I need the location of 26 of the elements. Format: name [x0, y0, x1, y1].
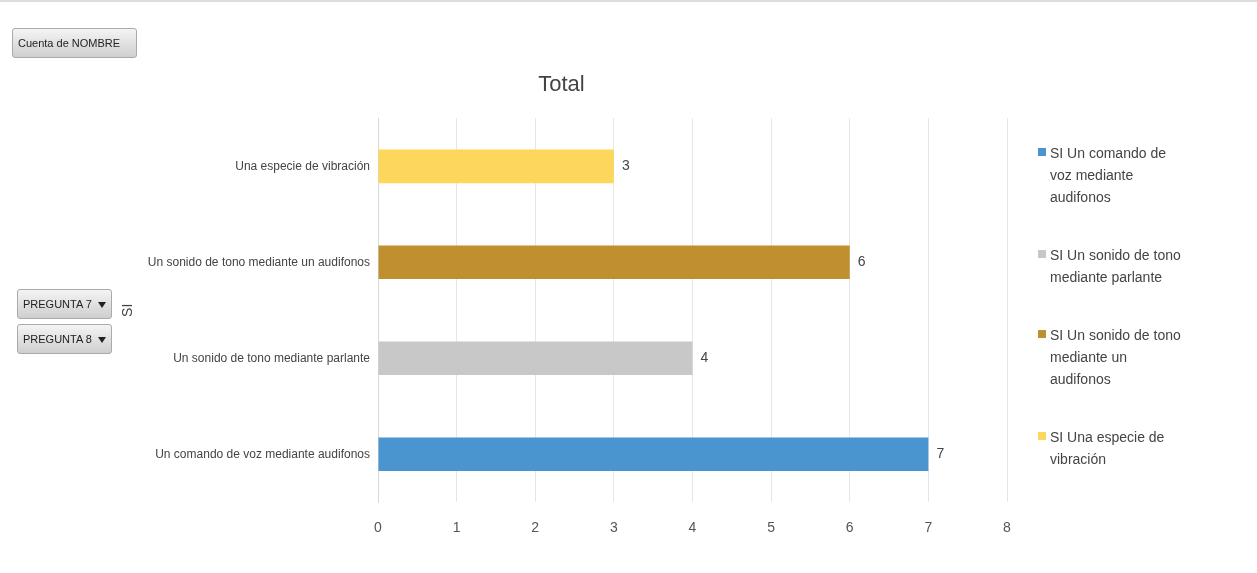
legend-label: SI Un sonido de tono mediante un audifonos — [1050, 327, 1181, 387]
data-label: 3 — [621, 157, 630, 174]
data-label: 7 — [936, 445, 945, 462]
x-tick-label: 2 — [531, 519, 540, 536]
x-tick-label: 4 — [688, 519, 697, 536]
x-tick-label: 5 — [767, 519, 776, 536]
x-tick-label: 1 — [452, 519, 461, 536]
legend-label: SI Una especie de vibración — [1050, 429, 1165, 467]
text: PREGUNTA 7 — [23, 298, 92, 310]
y-axis-title: SI — [119, 303, 136, 317]
x-tick-label: 8 — [1003, 519, 1012, 536]
y-tick-label: Una especie de vibración — [235, 158, 370, 173]
y-tick-label: Un comando de voz mediante audifonos — [155, 446, 370, 461]
x-tick-label: 3 — [609, 519, 618, 536]
x-tick-label: 0 — [374, 519, 383, 536]
y-tick-label: Un sonido de tono mediante un audifonos — [147, 254, 370, 269]
x-tick-label: 6 — [845, 519, 854, 536]
data-label: 4 — [700, 349, 709, 366]
data-label: 6 — [857, 253, 866, 270]
y-tick-label: Un sonido de tono mediante parlante — [173, 350, 371, 365]
legend-label: SI Un comando de voz mediante audifonos — [1050, 145, 1166, 205]
chart-title: Total — [538, 71, 585, 97]
text: PREGUNTA 8 — [23, 333, 92, 345]
text: Cuenta de NOMBRE — [18, 37, 121, 49]
legend-label: SI Un sonido de tono mediante parlante — [1050, 247, 1181, 285]
x-tick-label: 7 — [924, 519, 933, 536]
